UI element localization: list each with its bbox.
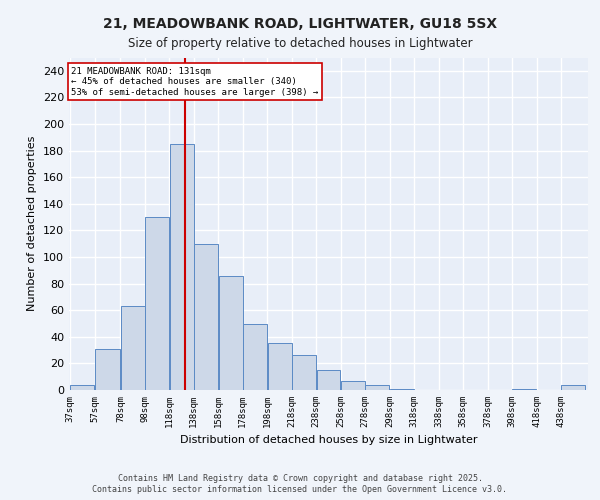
Bar — [341, 380, 365, 390]
Bar — [95, 349, 120, 390]
Bar — [268, 344, 292, 390]
Bar — [365, 384, 389, 390]
Bar — [390, 388, 414, 390]
Text: 21, MEADOWBANK ROAD, LIGHTWATER, GU18 5SX: 21, MEADOWBANK ROAD, LIGHTWATER, GU18 5S… — [103, 18, 497, 32]
Bar — [145, 217, 169, 390]
Bar — [292, 356, 316, 390]
Text: Contains HM Land Registry data © Crown copyright and database right 2025.
Contai: Contains HM Land Registry data © Crown c… — [92, 474, 508, 494]
Y-axis label: Number of detached properties: Number of detached properties — [28, 136, 37, 312]
Bar — [512, 388, 536, 390]
Text: Size of property relative to detached houses in Lightwater: Size of property relative to detached ho… — [128, 36, 472, 50]
X-axis label: Distribution of detached houses by size in Lightwater: Distribution of detached houses by size … — [180, 436, 477, 446]
Bar — [243, 324, 267, 390]
Bar — [218, 276, 242, 390]
Bar — [170, 144, 194, 390]
Bar — [121, 306, 145, 390]
Bar — [70, 384, 94, 390]
Bar — [317, 370, 340, 390]
Text: 21 MEADOWBANK ROAD: 131sqm
← 45% of detached houses are smaller (340)
53% of sem: 21 MEADOWBANK ROAD: 131sqm ← 45% of deta… — [71, 67, 319, 96]
Bar — [194, 244, 218, 390]
Bar — [562, 384, 586, 390]
